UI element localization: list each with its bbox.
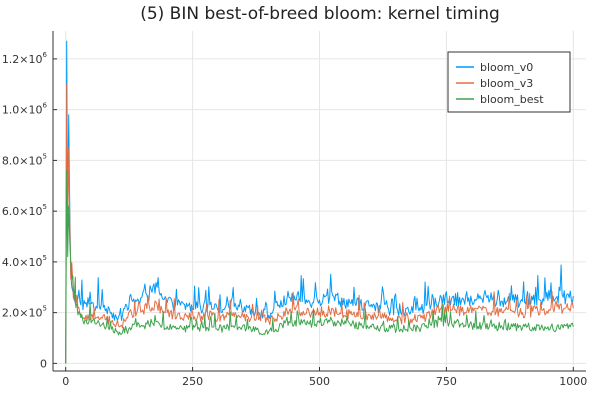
series-line-bloom_best [65, 170, 574, 364]
y-tick-label-4: 8.0×105 [2, 152, 47, 167]
y-tick-label-5: 1.0×106 [2, 102, 48, 117]
series-lines [65, 40, 574, 364]
legend: bloom_v0 bloom_v3 bloom_best [447, 51, 571, 113]
x-tick-label-0: 0 [62, 375, 69, 388]
tick-labels: 0 250 500 750 1000 0 2.0×105 4.0×105 6.0×105 8.0×… [2, 51, 587, 388]
y-tick-label-0: 0 [40, 357, 47, 370]
series-line-bloom_v0 [65, 40, 574, 364]
legend-label-bloom_v0: bloom_v0 [480, 61, 533, 74]
x-tick-label-1: 250 [182, 375, 203, 388]
y-tick-label-3: 6.0×105 [2, 203, 47, 218]
legend-box [447, 51, 571, 113]
x-tick-label-2: 500 [309, 375, 330, 388]
chart-title: (5) BIN best-of-breed bloom: kernel timi… [140, 4, 500, 24]
x-tick-label-4: 1000 [559, 375, 587, 388]
series-line-bloom_v3 [65, 83, 574, 364]
x-tick-label-3: 750 [436, 375, 457, 388]
y-tick-label-2: 4.0×105 [2, 254, 47, 269]
legend-label-bloom_v3: bloom_v3 [480, 77, 533, 90]
legend-label-bloom_best: bloom_best [480, 93, 544, 106]
y-tick-label-6: 1.2×106 [2, 51, 48, 66]
y-tick-label-1: 2.0×105 [2, 305, 47, 320]
